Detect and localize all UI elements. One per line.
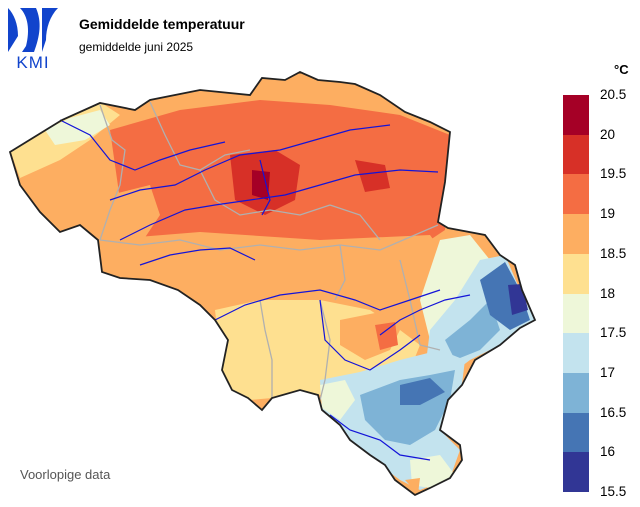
legend-swatch-8 (563, 372, 589, 414)
map-subtitle: gemiddelde juni 2025 (79, 40, 194, 54)
map-title: Gemiddelde temperatuur (79, 16, 245, 32)
legend-label: 19 (600, 206, 616, 222)
legend-swatch-7 (563, 333, 589, 374)
province-borders (99, 101, 441, 401)
kmi-logo: KMI (8, 8, 58, 70)
legend-swatch-9 (563, 412, 589, 453)
rivers (59, 119, 471, 461)
kmi-logo-shape (8, 8, 58, 52)
legend-label: 20 (600, 126, 616, 142)
legend-label: 18 (600, 285, 616, 301)
temperature-legend (563, 95, 589, 493)
legend-label: 18.5 (600, 245, 627, 261)
provisional-data-note: Voorlopige data (20, 467, 111, 482)
legend-swatch-4 (563, 214, 589, 255)
legend-label: 17 (600, 364, 616, 380)
legend-label: 20.5 (600, 87, 627, 102)
legend-swatch-2 (563, 134, 589, 175)
legend-label: 19.5 (600, 166, 627, 182)
national-border (8, 70, 537, 497)
temperature-fill (10, 72, 535, 495)
kmi-logo-text: KMI (16, 53, 49, 70)
legend-label: 17.5 (600, 325, 627, 341)
legend-label: 15.5 (600, 484, 627, 499)
legend-label: 16.5 (600, 404, 627, 420)
legend-unit: °C (614, 62, 629, 77)
legend-swatch-1 (563, 95, 589, 136)
legend-swatch-3 (563, 174, 589, 215)
legend-label: 16 (600, 444, 616, 460)
legend-swatch-5 (563, 253, 589, 294)
legend-swatch-6 (563, 293, 589, 334)
legend-swatch-10 (563, 452, 589, 493)
